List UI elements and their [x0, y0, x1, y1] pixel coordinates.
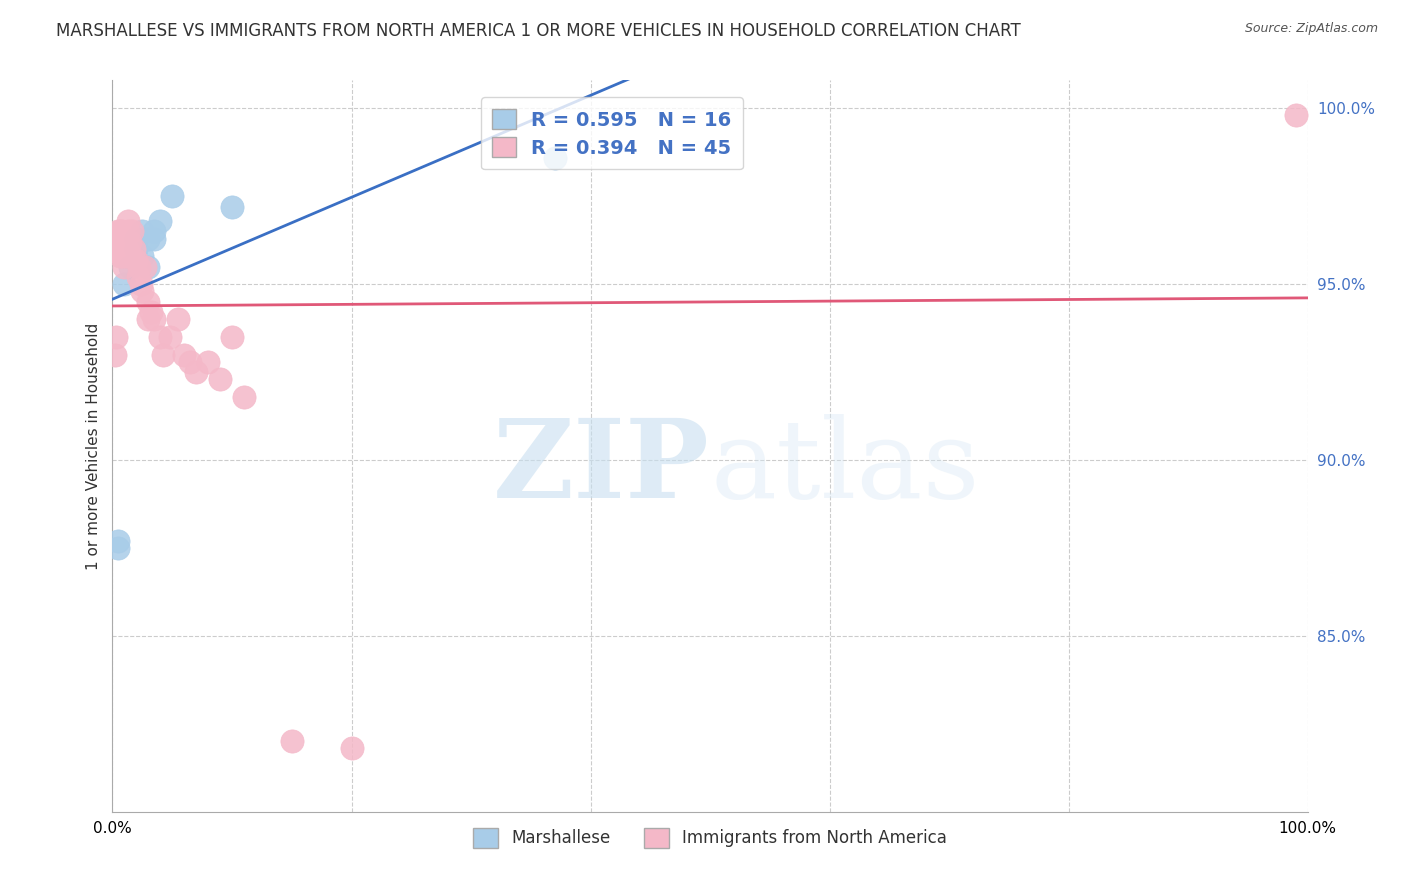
- Point: [105, 330, 128, 344]
- Point: [149, 330, 172, 344]
- Point: [340, 741, 363, 756]
- Point: [107, 541, 129, 555]
- Point: [149, 214, 172, 228]
- Point: [104, 347, 127, 361]
- Point: [127, 270, 149, 285]
- Point: [114, 277, 135, 292]
- Point: [233, 390, 256, 404]
- Point: [143, 225, 166, 239]
- Point: [107, 533, 129, 548]
- Text: MARSHALLESE VS IMMIGRANTS FROM NORTH AMERICA 1 OR MORE VEHICLES IN HOUSEHOLD COR: MARSHALLESE VS IMMIGRANTS FROM NORTH AME…: [56, 22, 1021, 40]
- Point: [125, 252, 148, 267]
- Point: [122, 242, 145, 256]
- Point: [221, 200, 243, 214]
- Point: [131, 225, 153, 239]
- Point: [138, 312, 160, 326]
- Point: [543, 151, 565, 165]
- Point: [108, 249, 131, 263]
- Point: [120, 235, 142, 249]
- Legend: Marshallese, Immigrants from North America: Marshallese, Immigrants from North Ameri…: [467, 821, 953, 855]
- Point: [117, 214, 139, 228]
- Point: [221, 330, 243, 344]
- Point: [197, 354, 219, 368]
- Point: [186, 365, 208, 379]
- Point: [138, 231, 160, 245]
- Point: [114, 235, 135, 249]
- Point: [120, 249, 142, 263]
- Y-axis label: 1 or more Vehicles in Household: 1 or more Vehicles in Household: [86, 322, 101, 570]
- Point: [114, 249, 136, 263]
- Point: [125, 242, 148, 256]
- Point: [120, 260, 142, 274]
- Text: Source: ZipAtlas.com: Source: ZipAtlas.com: [1244, 22, 1378, 36]
- Point: [131, 249, 153, 263]
- Point: [112, 242, 135, 256]
- Point: [167, 312, 190, 326]
- Point: [134, 260, 156, 274]
- Point: [108, 225, 131, 239]
- Point: [143, 231, 166, 245]
- Point: [128, 260, 150, 274]
- Point: [173, 347, 195, 361]
- Point: [114, 260, 135, 274]
- Point: [179, 354, 201, 368]
- Point: [107, 242, 129, 256]
- Point: [143, 312, 166, 326]
- Point: [162, 189, 183, 203]
- Point: [107, 225, 129, 239]
- Point: [121, 225, 143, 239]
- Point: [125, 231, 148, 245]
- Point: [1285, 108, 1308, 122]
- Text: atlas: atlas: [710, 415, 980, 522]
- Point: [209, 372, 232, 386]
- Point: [110, 235, 132, 249]
- Point: [115, 242, 138, 256]
- Point: [281, 734, 304, 748]
- Point: [152, 347, 174, 361]
- Point: [138, 294, 160, 309]
- Point: [139, 305, 162, 319]
- Point: [159, 330, 181, 344]
- Point: [129, 277, 152, 292]
- Point: [131, 285, 153, 299]
- Point: [111, 249, 134, 263]
- Point: [105, 242, 128, 256]
- Text: ZIP: ZIP: [494, 415, 710, 522]
- Point: [111, 225, 134, 239]
- Point: [138, 260, 160, 274]
- Point: [117, 225, 139, 239]
